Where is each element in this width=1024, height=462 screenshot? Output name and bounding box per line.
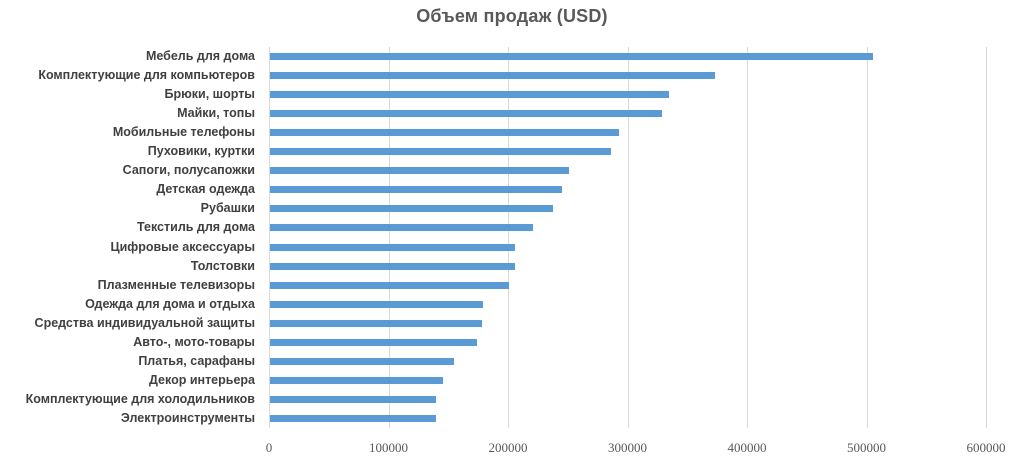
chart-title: Объем продаж (USD) xyxy=(416,6,608,26)
gridline xyxy=(747,47,748,428)
bar xyxy=(270,53,874,60)
bar xyxy=(270,186,562,194)
bar-row xyxy=(269,47,986,66)
x-tick-label: 200000 xyxy=(488,440,528,455)
category-label: Одежда для дома и отдыха xyxy=(85,296,255,311)
x-tick-label: 0 xyxy=(265,440,273,455)
x-tick-label: 300000 xyxy=(608,440,647,455)
bar xyxy=(270,243,515,251)
gridline xyxy=(986,47,987,428)
gridline xyxy=(388,47,390,428)
bar-row xyxy=(269,161,986,180)
bar xyxy=(270,357,455,365)
plot-area xyxy=(269,47,987,428)
bar xyxy=(270,395,437,403)
bar-row xyxy=(269,295,986,314)
bar-row xyxy=(269,142,986,161)
bar xyxy=(270,300,483,308)
bar-row xyxy=(269,390,986,409)
bar-row xyxy=(269,180,986,199)
category-label: Майки, топы xyxy=(177,106,255,121)
bar-row xyxy=(269,123,986,142)
x-tick-label: 100000 xyxy=(369,440,408,455)
bar xyxy=(270,72,715,80)
category-label: Мебель для дома xyxy=(145,49,255,63)
category-label: Цифровые аксессуары xyxy=(110,239,255,254)
bar-row xyxy=(269,66,986,85)
category-label: Электроинструменты xyxy=(120,410,255,425)
bar xyxy=(270,338,477,346)
bar xyxy=(270,91,670,99)
category-label: Брюки, шорты xyxy=(164,87,255,102)
bar-row xyxy=(269,276,986,295)
category-label: Детская одежда xyxy=(156,182,255,197)
bar-row xyxy=(269,314,986,333)
category-label: Платья, сарафаны xyxy=(138,353,255,368)
category-label: Толстовки xyxy=(190,258,255,273)
category-label: Сапоги, полусапожки xyxy=(122,163,255,178)
bar-row xyxy=(269,238,986,257)
category-label: Текстиль для дома xyxy=(137,220,255,235)
bar-row xyxy=(269,409,986,428)
bar-row xyxy=(269,199,986,218)
gridline xyxy=(508,47,509,428)
category-label: Комплектующие для холодильников xyxy=(25,391,255,406)
category-label: Комплектующие для компьютеров xyxy=(38,68,255,83)
gridline xyxy=(866,47,868,428)
y-axis-line xyxy=(269,47,270,428)
x-tick-label: 600000 xyxy=(966,440,1006,455)
bar xyxy=(270,205,554,213)
category-label: Средства индивидуальной защиты xyxy=(34,315,255,330)
bar xyxy=(270,110,662,118)
x-tick-label: 500000 xyxy=(847,440,886,455)
category-label: Авто-, мото-товары xyxy=(133,334,255,349)
bar xyxy=(270,376,444,384)
bar-row xyxy=(269,218,986,237)
category-label: Пуховики, куртки xyxy=(147,144,255,159)
bar xyxy=(270,224,533,232)
bar-row xyxy=(269,104,986,123)
category-label: Декор интерьера xyxy=(148,372,255,387)
bar-row xyxy=(269,257,986,276)
bar-row xyxy=(269,85,986,104)
bar xyxy=(270,262,515,270)
bar xyxy=(270,281,509,289)
gridline xyxy=(627,47,629,428)
bar-row xyxy=(269,352,986,371)
bar xyxy=(270,148,611,156)
bar xyxy=(270,319,482,327)
bar-row xyxy=(269,371,986,390)
bar xyxy=(270,167,569,175)
category-label: Рубашки xyxy=(200,201,255,216)
x-tick-label: 400000 xyxy=(727,440,767,455)
bar xyxy=(270,414,437,422)
category-label: Плазменные телевизоры xyxy=(97,277,255,292)
bar xyxy=(270,129,619,137)
category-label: Мобильные телефоны xyxy=(112,125,255,140)
bar-row xyxy=(269,333,986,352)
